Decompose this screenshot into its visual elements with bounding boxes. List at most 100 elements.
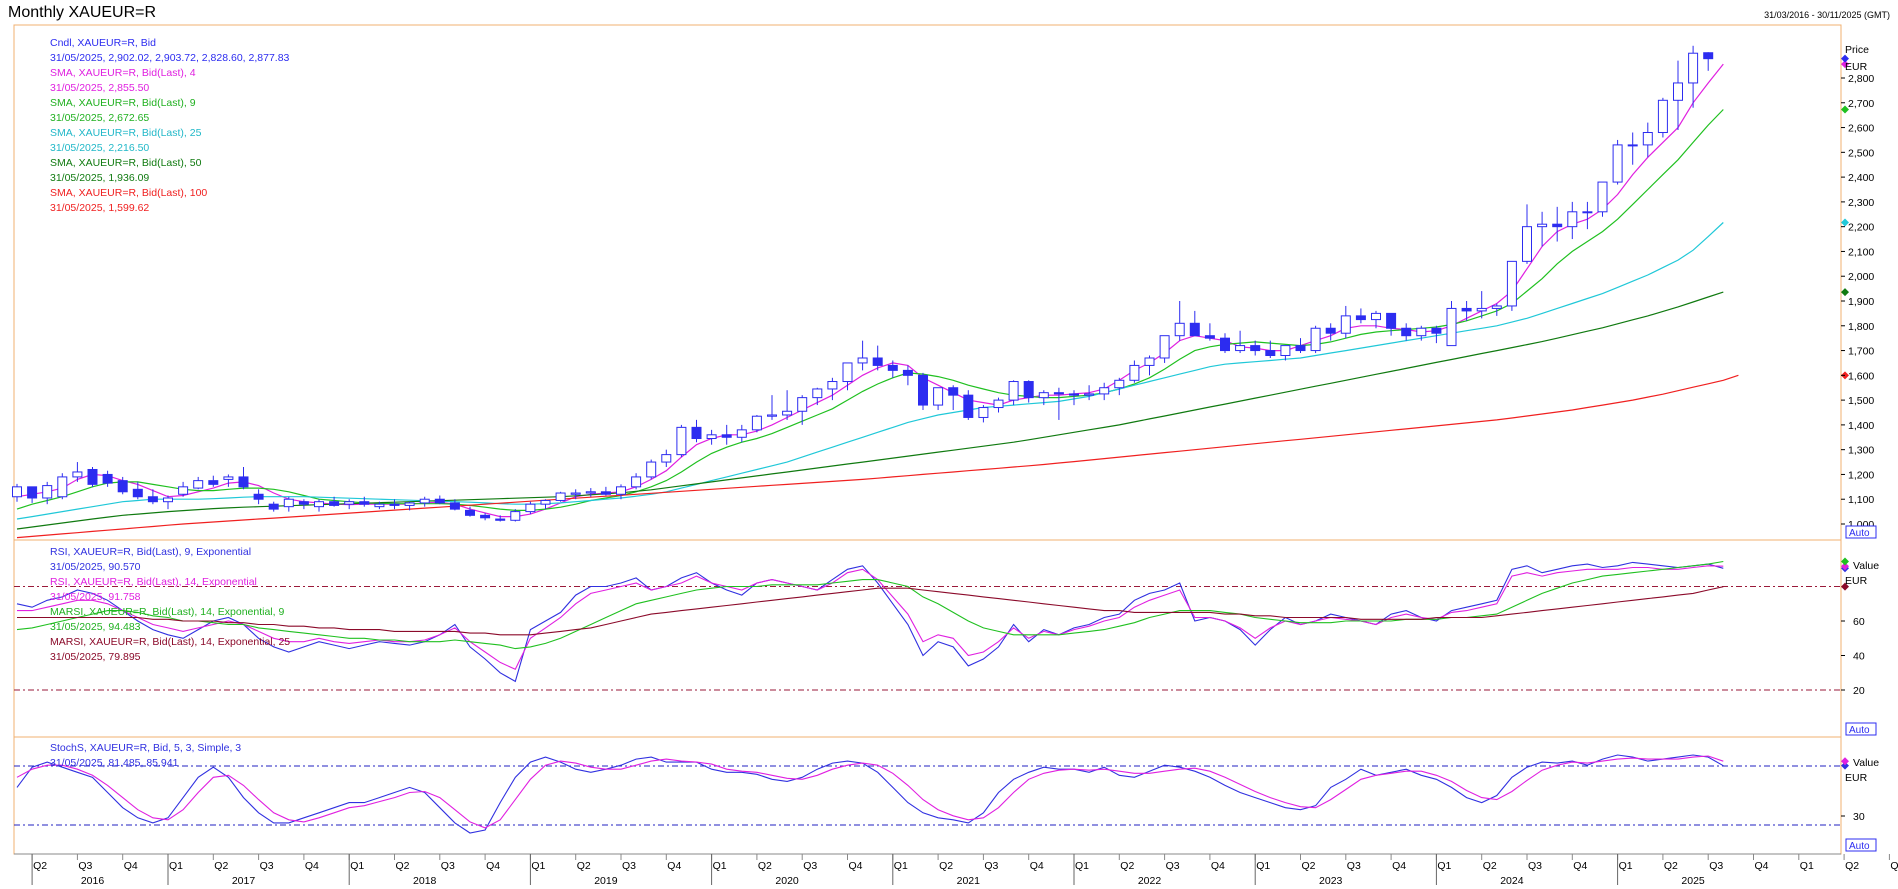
candle-up: [736, 429, 747, 438]
candle-down: [1069, 393, 1079, 396]
candle-up: [1280, 345, 1291, 357]
price-auto-label: Auto: [1849, 528, 1870, 539]
candle-up: [1612, 144, 1623, 183]
quarter-label: Q4: [124, 860, 138, 872]
candle-down: [102, 473, 113, 484]
candle-down: [948, 387, 959, 396]
candle-up: [193, 480, 204, 489]
year-label: 2021: [957, 875, 981, 887]
quarter-label: Q4: [848, 860, 862, 872]
last-value-marker: [1841, 757, 1849, 766]
last-value-marker: [1841, 562, 1849, 571]
quarter-label: Q3: [78, 860, 92, 872]
candle-down: [298, 501, 309, 505]
candle-up: [1038, 392, 1049, 399]
legend-line: SMA, XAUEUR=R, Bid(Last), 100: [50, 187, 207, 199]
candle-up: [223, 476, 234, 480]
legend-line: 31/05/2025, 90.570: [50, 561, 141, 573]
candle-down: [721, 434, 732, 438]
rsi-axis-unit: EUR: [1845, 575, 1868, 587]
stoch-auto-label: Auto: [1849, 841, 1870, 852]
quarter-label: Q1: [350, 860, 364, 872]
candle-up: [555, 492, 566, 501]
legend-line: SMA, XAUEUR=R, Bid(Last), 9: [50, 97, 196, 109]
candle-down: [132, 488, 143, 498]
year-label: 2018: [413, 875, 437, 887]
quarter-label: Q4: [486, 860, 500, 872]
rsi-lines: [16, 557, 1849, 683]
quarter-label: Q2: [33, 860, 47, 872]
price-tick-label: 2,500: [1848, 147, 1874, 159]
candle-up: [404, 502, 415, 506]
price-tick-label: 2,600: [1848, 123, 1874, 135]
candle-up: [344, 501, 355, 505]
candle-up: [1537, 223, 1548, 228]
price-tick-label: 1,200: [1848, 469, 1874, 481]
price-axis-unit: EUR: [1845, 61, 1868, 73]
rsi14-line: [17, 565, 1724, 671]
candle-down: [253, 493, 264, 500]
marsi25-line: [17, 586, 1724, 636]
candle-down: [117, 480, 128, 493]
candle-down: [465, 509, 475, 516]
candle-down: [1053, 392, 1064, 395]
sma50-line: [16, 291, 1724, 530]
price-tick-label: 2,800: [1848, 73, 1874, 85]
candle-down: [147, 496, 158, 503]
price-tick-label: 2,100: [1848, 246, 1874, 258]
quarter-label: Q2: [758, 860, 772, 872]
candle-up: [1688, 52, 1699, 84]
rsi-tick-label: 40: [1853, 651, 1865, 663]
candle-down: [1552, 223, 1563, 228]
candle-down: [495, 518, 506, 521]
quarter-label: Q1: [1800, 860, 1814, 872]
last-value-marker: [1841, 60, 1849, 69]
price-tick-label: 2,700: [1848, 98, 1874, 110]
candle-up: [72, 471, 83, 478]
candle-up: [706, 434, 717, 440]
price-tick-label: 1,300: [1848, 445, 1874, 457]
quarter-label: Q1: [713, 860, 727, 872]
candle-up: [1114, 379, 1125, 389]
price-axis-labels: Price EUR Auto: [1845, 44, 1877, 539]
candle-up: [1476, 307, 1487, 312]
legend-line: 31/05/2025, 2,855.50: [50, 82, 149, 94]
stoch-auto-button[interactable]: [1845, 838, 1877, 852]
candle-up: [1129, 364, 1140, 381]
year-label: 2016: [81, 875, 105, 887]
rsi9-line: [16, 561, 1724, 683]
legend-line: MARSI, XAUEUR=R, Bid(Last), 14, Exponent…: [50, 636, 290, 648]
legend-line: 31/05/2025, 2,216.50: [50, 142, 149, 154]
candle-up: [57, 476, 68, 498]
last-value-marker: [1841, 557, 1849, 566]
quarter-label: Q2: [214, 860, 228, 872]
rsi-axis-labels: Value EUR Auto: [1845, 560, 1879, 736]
price-tick-label: 1,700: [1848, 346, 1874, 358]
candle-down: [1265, 350, 1276, 357]
rsi-reference-lines: [14, 586, 1841, 691]
candle-down: [449, 502, 460, 510]
quarter-label: Q1: [1075, 860, 1089, 872]
candle-up: [1310, 327, 1321, 352]
last-value-marker: [1841, 582, 1849, 591]
quarter-label: Q4: [305, 860, 319, 872]
price-auto-button[interactable]: [1845, 525, 1877, 539]
quarter-label: Q4: [1030, 860, 1044, 872]
candle-up: [1008, 381, 1019, 401]
price-tick-label: 2,000: [1848, 271, 1874, 283]
candle-down: [1204, 335, 1215, 339]
quarter-label: Q2: [1845, 860, 1859, 872]
candle-up: [782, 410, 793, 416]
quarter-label: Q3: [1528, 860, 1542, 872]
quarter-label: Q2: [1301, 860, 1315, 872]
rsi-auto-button[interactable]: [1845, 722, 1877, 736]
candle-up: [797, 397, 808, 412]
rsi-tick-label: 60: [1853, 616, 1865, 628]
price-tick-label: 1,400: [1848, 420, 1874, 432]
candle-down: [600, 491, 611, 495]
candle-up: [676, 426, 687, 456]
candle-down: [480, 514, 491, 519]
quarter-label: Q4: [1211, 860, 1225, 872]
legend-line: StochS, XAUEUR=R, Bid, 5, 3, Simple, 3: [50, 742, 241, 754]
